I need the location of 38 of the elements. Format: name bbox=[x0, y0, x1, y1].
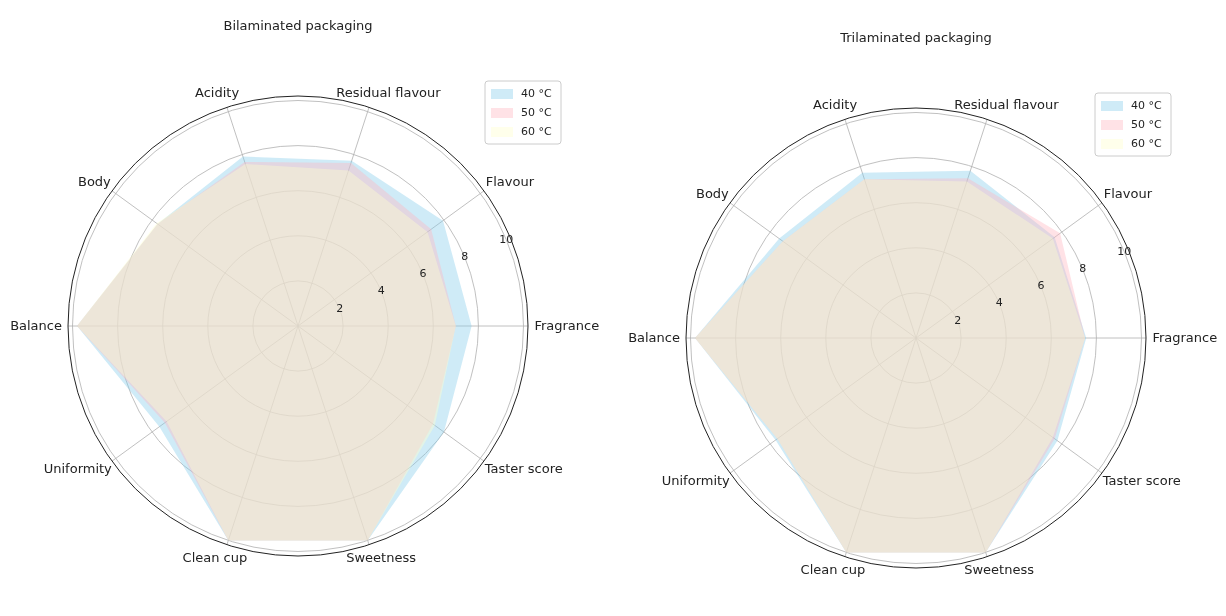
legend-label: 50 °C bbox=[521, 106, 552, 119]
legend-label: 60 °C bbox=[1131, 137, 1162, 150]
legend-label: 40 °C bbox=[1131, 99, 1162, 112]
spoke-label: Residual flavour bbox=[954, 97, 1060, 113]
y-tick-label: 8 bbox=[461, 249, 469, 263]
spoke-label: Sweetness bbox=[346, 549, 417, 565]
chart-title: Bilaminated packaging bbox=[223, 18, 373, 33]
y-tick-label: 2 bbox=[954, 313, 962, 327]
spoke-label: Taster score bbox=[1101, 472, 1181, 488]
y-tick-label: 6 bbox=[1037, 279, 1045, 293]
y-tick-label: 4 bbox=[377, 284, 385, 298]
spoke-label: Body bbox=[77, 174, 112, 190]
spoke-label: Uniformity bbox=[43, 460, 113, 476]
y-tick-label: 6 bbox=[419, 267, 427, 281]
spoke-label: Clean cup bbox=[182, 549, 248, 565]
y-tick-label: 8 bbox=[1079, 261, 1087, 275]
spoke-label: Balance bbox=[10, 317, 62, 333]
spoke-label: Uniformity bbox=[661, 472, 731, 488]
legend-label: 60 °C bbox=[521, 125, 552, 138]
spoke-label: Flavour bbox=[1103, 186, 1153, 202]
spoke-label: Balance bbox=[628, 329, 680, 345]
spoke-label: Clean cup bbox=[800, 561, 866, 577]
spoke-label: Residual flavour bbox=[336, 85, 442, 101]
legend-label: 50 °C bbox=[1131, 118, 1162, 131]
y-tick-label: 2 bbox=[336, 301, 344, 315]
y-tick-label: 4 bbox=[995, 296, 1003, 310]
chart-title: Trilaminated packaging bbox=[839, 30, 992, 45]
spoke-label: Fragrance bbox=[534, 317, 600, 333]
spoke-label: Acidity bbox=[195, 85, 240, 101]
y-tick-label: 10 bbox=[1117, 244, 1132, 258]
spoke-label: Body bbox=[695, 186, 730, 202]
spoke-label: Flavour bbox=[485, 174, 535, 190]
y-tick-label: 10 bbox=[499, 232, 514, 246]
spoke-label: Fragrance bbox=[1152, 329, 1218, 345]
spoke-label: Acidity bbox=[813, 97, 858, 113]
legend-label: 40 °C bbox=[521, 87, 552, 100]
spoke-label: Taster score bbox=[483, 460, 563, 476]
spoke-label: Sweetness bbox=[964, 561, 1035, 577]
